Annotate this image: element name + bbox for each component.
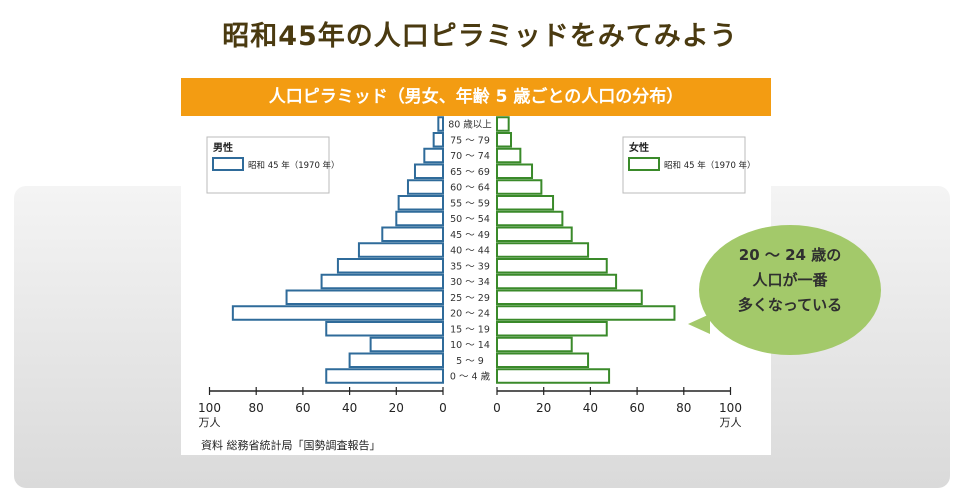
- male-legend-title: 男性: [213, 141, 233, 154]
- male-bar: [395, 210, 445, 227]
- male-bar: [231, 305, 444, 321]
- female-legend-title: 女性: [629, 141, 649, 154]
- page-title: 昭和45年の人口ピラミッドをみてみよう: [222, 21, 738, 52]
- male-bar: [348, 352, 445, 368]
- age-category-label: 0 ～ 4 歳: [450, 371, 491, 383]
- female-legend-swatch: [628, 157, 660, 171]
- population-pyramid-chart: 0 ～ 4 歳 5 ～ 9 10 ～ 14 15 ～ 19 20 ～ 24 25 ～ 29…: [198, 116, 756, 452]
- male-bar: [325, 368, 444, 384]
- female-x-tick-label: 40: [583, 401, 598, 415]
- age-category-label: 40 ～ 44: [450, 246, 490, 257]
- age-category-label: 70 ～ 74: [450, 151, 490, 162]
- male-bar: [325, 321, 444, 337]
- male-bar: [406, 179, 445, 195]
- female-bar: [496, 273, 618, 290]
- source-note: 資料 総務省統計局「国勢調査報告」: [201, 438, 381, 452]
- male-x-tick-label: 0: [439, 401, 447, 415]
- female-bar: [496, 336, 573, 353]
- male-x-tick-label: 60: [295, 401, 310, 415]
- age-category-label: 60 ～ 64: [450, 183, 490, 194]
- female-bar: [496, 352, 590, 368]
- age-category-label: 55 ～ 59: [450, 198, 490, 209]
- male-bar: [397, 195, 444, 211]
- male-bar: [320, 273, 444, 290]
- female-bar: [496, 147, 522, 164]
- male-x-unit: 万人: [199, 416, 221, 429]
- female-x-unit: 万人: [720, 416, 742, 429]
- male-bar: [369, 336, 445, 353]
- female-bar: [496, 226, 573, 242]
- male-bar: [285, 289, 445, 305]
- male-bar: [381, 226, 444, 242]
- age-category-label: 10 ～ 14: [450, 340, 490, 351]
- female-bar: [496, 305, 676, 321]
- female-bar: [496, 210, 564, 227]
- male-legend-label: 昭和 45 年（1970 年）: [248, 160, 340, 171]
- callout-bubble: [699, 225, 881, 355]
- female-bar: [496, 242, 590, 258]
- callout-line-3: 多くなっている: [737, 296, 843, 314]
- female-x-tick-label: 100: [719, 401, 742, 415]
- female-bar: [496, 132, 513, 148]
- age-category-label: 45 ～ 49: [450, 230, 490, 241]
- female-bar: [496, 195, 555, 211]
- age-category-label: 35 ～ 39: [450, 261, 490, 272]
- age-category-label: 5 ～ 9: [456, 356, 484, 367]
- age-category-label: 25 ～ 29: [450, 293, 490, 304]
- callout-bubble-tail: [688, 314, 710, 334]
- female-bar: [496, 289, 643, 305]
- age-category-label: 15 ～ 19: [450, 324, 490, 335]
- male-bar: [423, 147, 445, 164]
- male-x-tick-label: 40: [342, 401, 357, 415]
- female-bar: [496, 116, 510, 132]
- male-bar: [432, 132, 445, 148]
- female-x-tick-label: 80: [676, 401, 691, 415]
- female-bar: [496, 163, 534, 179]
- callout-text: 20 ～ 24 歳の 人口が一番 多くなっている: [699, 243, 881, 318]
- female-bar: [496, 368, 611, 384]
- male-x-tick-label: 20: [389, 401, 404, 415]
- male-bar: [413, 163, 444, 179]
- female-bar: [496, 258, 608, 274]
- male-bar: [336, 258, 444, 274]
- male-legend-swatch: [212, 157, 244, 171]
- female-bar: [496, 179, 543, 195]
- male-x-tick-label: 100: [198, 401, 221, 415]
- female-legend-label: 昭和 45 年（1970 年）: [664, 160, 756, 171]
- female-bar: [496, 321, 608, 337]
- callout-line-2: 人口が一番: [752, 271, 828, 289]
- age-category-label: 20 ～ 24: [450, 309, 490, 320]
- male-x-tick-label: 80: [249, 401, 264, 415]
- age-category-label: 50 ～ 54: [450, 214, 490, 225]
- female-x-tick-label: 20: [536, 401, 551, 415]
- female-x-tick-label: 60: [629, 401, 644, 415]
- male-bar: [357, 242, 444, 258]
- chart-banner: 人口ピラミッド（男女、年齢 5 歳ごとの人口の分布）: [181, 78, 771, 116]
- age-category-label: 75 ～ 79: [450, 135, 490, 146]
- age-category-label: 80 歳以上: [448, 119, 492, 131]
- female-x-tick-label: 0: [493, 401, 501, 415]
- chart-panel: 人口ピラミッド（男女、年齢 5 歳ごとの人口の分布） 0 ～ 4 歳 5 ～ 9 1…: [181, 78, 771, 455]
- age-category-label: 30 ～ 34: [450, 277, 490, 288]
- male-bar: [437, 116, 444, 132]
- age-category-label: 65 ～ 69: [450, 167, 490, 178]
- callout-line-1: 20 ～ 24 歳の: [738, 246, 842, 264]
